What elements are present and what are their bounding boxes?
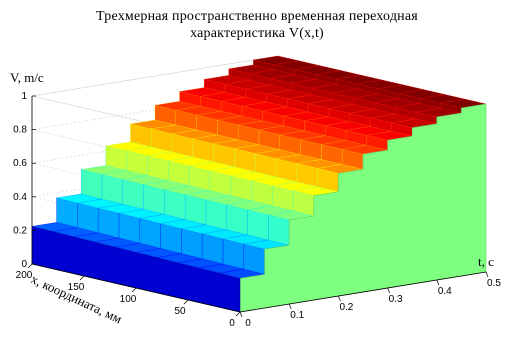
x-tick-mark [27,263,33,269]
surface-layer [31,55,487,313]
surface-riser [268,214,290,246]
z-tick-label: 0.2 [13,225,27,236]
x-tick-mark [183,299,189,305]
chart-title-line-2: характеристика V(x,t) [190,26,324,41]
t-axis-label: t, c [478,254,494,269]
x-tick-mark [235,311,241,317]
t-tick-label: 0.3 [389,294,403,305]
t-tick-mark [436,279,440,286]
surface-riser [205,199,228,231]
surface-riser [247,209,269,241]
t-tick-label: 0.4 [438,286,452,297]
x-tick-mark [79,275,85,281]
t-tick-label: 0.2 [339,302,353,313]
x-tick-label: 200 [16,270,33,281]
x-tick-mark [131,287,137,293]
t-tick-mark [338,295,341,302]
z-tick-label: 0.4 [13,192,27,203]
t-tick-mark [387,287,390,294]
t-tick-label: 0 [245,318,251,329]
z-tick-label: 1 [21,91,27,102]
surface-riser [164,189,186,220]
x-tick-label: 150 [68,282,85,293]
t-tick-label: 0.1 [290,310,304,321]
z-tick-label: 0.8 [13,125,27,136]
t-axis-line [239,271,487,313]
surface-riser [243,243,265,275]
z-tick-label: 0 [21,259,27,270]
x-tick-label: 0 [229,318,235,329]
chart-title-line-1: Трехмерная пространственно временная пер… [96,9,418,24]
axis-layer [27,95,489,318]
x-tick-label: 50 [174,306,186,317]
z-axis-label: V, m/c [10,70,44,85]
t-tick-mark [288,303,292,310]
t-tick-mark [485,271,489,278]
z-tick-label: 0.6 [13,158,27,169]
front-wall [239,103,487,313]
x-tick-label: 100 [120,294,137,305]
t-tick-label: 0.5 [487,278,501,289]
t-tick-mark [239,311,243,318]
